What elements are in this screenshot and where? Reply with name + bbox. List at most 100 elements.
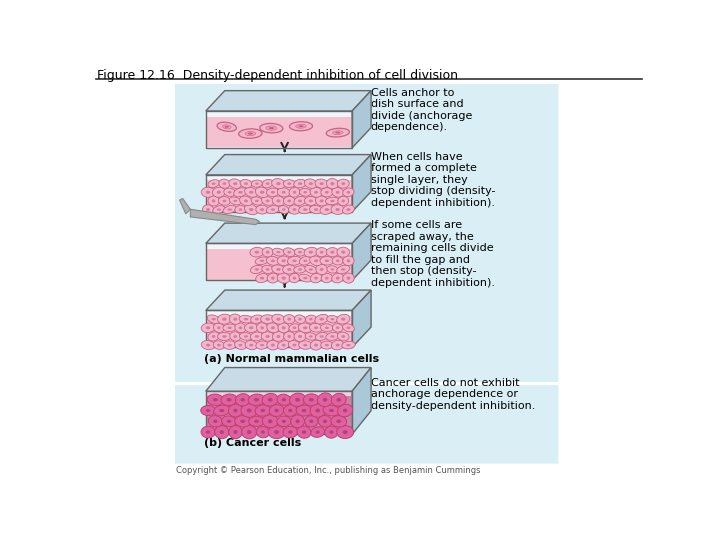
Ellipse shape: [336, 259, 340, 262]
Ellipse shape: [244, 199, 248, 202]
Ellipse shape: [282, 259, 286, 262]
Ellipse shape: [227, 420, 231, 423]
Ellipse shape: [329, 409, 334, 412]
Bar: [207, 316, 351, 347]
Polygon shape: [190, 210, 260, 225]
Ellipse shape: [287, 251, 291, 253]
Ellipse shape: [222, 182, 226, 185]
Ellipse shape: [251, 197, 263, 205]
Ellipse shape: [346, 208, 351, 211]
Ellipse shape: [276, 268, 281, 271]
Polygon shape: [206, 91, 371, 111]
Text: If some cells are
scraped away, the
remaining cells divide
to fill the gap and
t: If some cells are scraped away, the rema…: [371, 220, 495, 288]
Ellipse shape: [271, 191, 275, 194]
Ellipse shape: [277, 188, 290, 197]
Ellipse shape: [330, 335, 335, 338]
Ellipse shape: [327, 315, 338, 323]
Ellipse shape: [282, 344, 286, 347]
FancyBboxPatch shape: [175, 84, 559, 382]
Ellipse shape: [261, 197, 274, 205]
Ellipse shape: [336, 343, 340, 347]
Ellipse shape: [314, 191, 318, 194]
Ellipse shape: [201, 406, 215, 416]
Ellipse shape: [315, 314, 328, 324]
Ellipse shape: [316, 247, 328, 256]
Ellipse shape: [336, 420, 341, 423]
Ellipse shape: [318, 415, 332, 427]
Ellipse shape: [282, 191, 286, 194]
Ellipse shape: [256, 187, 269, 198]
Ellipse shape: [266, 335, 270, 338]
Ellipse shape: [336, 208, 340, 211]
Ellipse shape: [246, 341, 257, 350]
Ellipse shape: [305, 197, 318, 205]
Ellipse shape: [297, 426, 311, 438]
Ellipse shape: [323, 420, 327, 423]
Ellipse shape: [298, 335, 302, 338]
Ellipse shape: [338, 332, 349, 341]
Ellipse shape: [309, 398, 314, 402]
Ellipse shape: [321, 188, 333, 197]
Ellipse shape: [294, 332, 306, 341]
Ellipse shape: [309, 199, 313, 202]
Ellipse shape: [309, 268, 313, 271]
Ellipse shape: [266, 206, 279, 213]
Ellipse shape: [282, 420, 286, 423]
Ellipse shape: [272, 248, 284, 256]
Ellipse shape: [298, 251, 302, 253]
Ellipse shape: [338, 404, 353, 417]
Ellipse shape: [214, 405, 230, 416]
Ellipse shape: [310, 273, 322, 283]
Ellipse shape: [289, 205, 300, 214]
Ellipse shape: [341, 318, 346, 321]
Text: Cells anchor to
dish surface and
divide (anchorage
dependence).: Cells anchor to dish surface and divide …: [371, 87, 472, 132]
Ellipse shape: [305, 179, 318, 188]
Ellipse shape: [248, 416, 264, 427]
Ellipse shape: [282, 326, 286, 329]
Ellipse shape: [333, 323, 343, 332]
Ellipse shape: [261, 409, 265, 412]
Ellipse shape: [262, 247, 273, 257]
Ellipse shape: [336, 191, 340, 194]
Ellipse shape: [323, 398, 328, 402]
Ellipse shape: [337, 179, 349, 188]
Ellipse shape: [212, 183, 215, 185]
Ellipse shape: [336, 132, 341, 133]
Ellipse shape: [261, 430, 265, 434]
Ellipse shape: [337, 426, 354, 438]
Ellipse shape: [305, 416, 318, 427]
Ellipse shape: [316, 264, 328, 274]
Ellipse shape: [320, 268, 323, 271]
Ellipse shape: [239, 333, 253, 340]
Ellipse shape: [207, 315, 220, 323]
Ellipse shape: [228, 191, 232, 194]
Ellipse shape: [276, 416, 291, 427]
Ellipse shape: [208, 180, 220, 187]
Ellipse shape: [330, 318, 334, 320]
Ellipse shape: [346, 259, 351, 262]
Ellipse shape: [320, 256, 334, 265]
Ellipse shape: [271, 326, 275, 329]
Ellipse shape: [251, 180, 262, 187]
Ellipse shape: [217, 343, 221, 347]
Ellipse shape: [318, 393, 333, 407]
Ellipse shape: [241, 404, 258, 417]
Ellipse shape: [249, 326, 253, 329]
Ellipse shape: [228, 404, 243, 417]
Ellipse shape: [267, 340, 279, 350]
Bar: [207, 180, 351, 211]
Ellipse shape: [303, 277, 307, 279]
Ellipse shape: [268, 426, 285, 438]
Ellipse shape: [272, 314, 285, 324]
Ellipse shape: [269, 404, 284, 416]
Ellipse shape: [222, 318, 227, 321]
Ellipse shape: [250, 247, 264, 257]
Ellipse shape: [217, 314, 231, 324]
Ellipse shape: [213, 341, 225, 349]
Ellipse shape: [251, 265, 264, 274]
Ellipse shape: [238, 191, 243, 194]
Ellipse shape: [332, 187, 343, 197]
Ellipse shape: [217, 333, 231, 341]
Ellipse shape: [255, 318, 259, 321]
Ellipse shape: [326, 333, 339, 340]
